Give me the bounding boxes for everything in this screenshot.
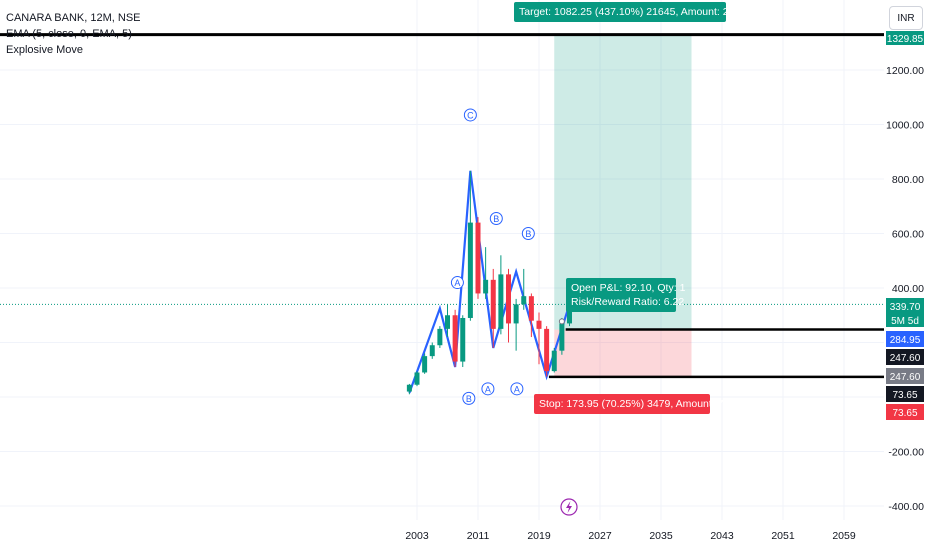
- currency-button[interactable]: INR: [889, 6, 923, 30]
- stop-line-price-tag-text: 73.65: [892, 390, 917, 401]
- candle-body[interactable]: [567, 304, 572, 324]
- candle-body[interactable]: [536, 320, 542, 329]
- pnl-label-text: Risk/Reward Ratio: 6.22: [571, 296, 684, 308]
- candle-body[interactable]: [475, 222, 481, 294]
- stop-box-price-tag-text: 73.65: [892, 408, 917, 419]
- countdown-tag[interactable]: 5M 5d: [886, 313, 924, 327]
- candle-body[interactable]: [445, 315, 450, 329]
- candle-body[interactable]: [467, 222, 473, 318]
- pnl-label[interactable]: Open P&L: 92.10, Qty: 1 Risk/Reward Ratio…: [566, 278, 686, 312]
- price-axis-tick: 1000.00: [886, 120, 924, 132]
- price-axis-tick: 800.00: [892, 174, 924, 186]
- wave-label-circle[interactable]: [510, 382, 524, 396]
- time-axis-tick: 2035: [649, 530, 673, 542]
- target-price-tag[interactable]: 1329.85: [886, 31, 924, 45]
- ema-price-tag-text: 284.95: [890, 335, 921, 346]
- explosive-move-indicator-label[interactable]: Explosive Move: [6, 44, 84, 56]
- entry-box-price-tag[interactable]: 247.60: [886, 368, 924, 384]
- price-axis-tick: -200.00: [888, 447, 924, 459]
- candle-body[interactable]: [483, 279, 489, 294]
- stop-label-box: [534, 394, 710, 414]
- countdown-tag-text: 5M 5d: [891, 316, 919, 327]
- candle-body[interactable]: [521, 296, 527, 305]
- candle-body[interactable]: [506, 274, 511, 324]
- wave-label-circle[interactable]: [481, 382, 495, 396]
- time-axis-tick: 2043: [710, 530, 734, 542]
- pnl-label-box: [566, 278, 676, 312]
- wave-label-text: B: [493, 214, 499, 224]
- wave-label-circle[interactable]: [521, 227, 535, 240]
- ema-price-tag[interactable]: 284.95: [886, 331, 924, 347]
- wave-label-text: A: [485, 384, 491, 394]
- wave-label-text: A: [514, 384, 520, 394]
- ema-price-tag-box: [886, 331, 924, 347]
- entry-box-price-tag-box: [886, 368, 924, 384]
- candle-body[interactable]: [498, 274, 504, 329]
- wave-label-text: C: [467, 110, 474, 120]
- candle-body[interactable]: [528, 296, 534, 321]
- target-label-box: [514, 2, 726, 22]
- stop-box-price-tag[interactable]: 73.65: [886, 404, 924, 420]
- price-axis-tick: 1200.00: [886, 65, 924, 77]
- candle-body[interactable]: [559, 323, 565, 351]
- candle-body[interactable]: [460, 317, 466, 362]
- candle-body[interactable]: [429, 345, 435, 357]
- wave-label-circle[interactable]: [450, 276, 464, 290]
- current-price-tag-text: 339.70: [890, 302, 921, 313]
- wave-label-circle[interactable]: [489, 212, 503, 226]
- price-axis-tick: -400.00: [888, 501, 924, 513]
- target-price-tag-text: 1329.85: [887, 34, 924, 45]
- candle-body[interactable]: [414, 372, 420, 385]
- candle-body[interactable]: [551, 350, 557, 372]
- price-axis-tick: 400.00: [892, 283, 924, 295]
- current-price-tag-box: [886, 298, 924, 314]
- candle-body[interactable]: [513, 304, 519, 324]
- stop-line-price-tag-box: [886, 386, 924, 402]
- wave-label-text: A: [454, 278, 460, 288]
- stop-label[interactable]: Stop: 173.95 (70.25%) 3479, Amount: 750: [534, 394, 735, 414]
- lightning-icon: [566, 501, 572, 513]
- stop-label-text: Stop: 173.95 (70.25%) 3479, Amount: 750: [539, 398, 735, 410]
- target-label[interactable]: Target: 1082.25 (437.10%) 21645, Amount:…: [514, 2, 755, 22]
- entry-line-price-tag-box: [886, 349, 924, 365]
- time-axis-tick: 2059: [832, 530, 856, 542]
- time-axis-tick: 2011: [467, 530, 490, 542]
- candle-body[interactable]: [422, 356, 428, 373]
- time-axis-tick: 2003: [405, 530, 429, 542]
- wave-label-text: B: [466, 394, 472, 404]
- chart-legend: CANARA BANK, 12M, NSE EMA (5, close, 0, …: [6, 10, 141, 58]
- price-axis-tick: 600.00: [892, 229, 924, 241]
- symbol-title[interactable]: CANARA BANK, 12M, NSE: [6, 12, 141, 24]
- entry-box-price-tag-text: 247.60: [890, 372, 921, 383]
- current-price-tag[interactable]: 339.70: [886, 298, 924, 314]
- stop-line-price-tag[interactable]: 73.65: [886, 386, 924, 402]
- wave-label-text: B: [525, 229, 531, 239]
- wave-label-circle[interactable]: [463, 108, 477, 122]
- candle-body[interactable]: [437, 328, 443, 346]
- candle-body[interactable]: [544, 328, 550, 372]
- wave-line[interactable]: [408, 170, 571, 394]
- time-axis-tick: 2027: [588, 530, 612, 542]
- target-label-text: Target: 1082.25 (437.10%) 21645, Amount:…: [519, 6, 755, 18]
- target-price-tag-box: [886, 31, 924, 45]
- loss-zone[interactable]: [554, 329, 692, 377]
- ema-marker: [558, 318, 565, 325]
- stop-box-price-tag-box: [886, 404, 924, 420]
- candle-body[interactable]: [452, 315, 458, 362]
- time-axis-tick: 2019: [527, 530, 551, 542]
- candle-body[interactable]: [406, 384, 412, 392]
- time-axis-tick: 2051: [771, 530, 795, 542]
- entry-line-price-tag[interactable]: 247.60: [886, 349, 924, 365]
- countdown-tag-box: [886, 313, 924, 327]
- ema-indicator-label[interactable]: EMA (5, close, 0, EMA, 5): [6, 28, 132, 40]
- entry-line-price-tag-text: 247.60: [890, 353, 921, 364]
- wave-label-circle[interactable]: [462, 391, 476, 405]
- pnl-label-text: Open P&L: 92.10, Qty: 1: [571, 282, 686, 294]
- candle-body[interactable]: [490, 279, 496, 329]
